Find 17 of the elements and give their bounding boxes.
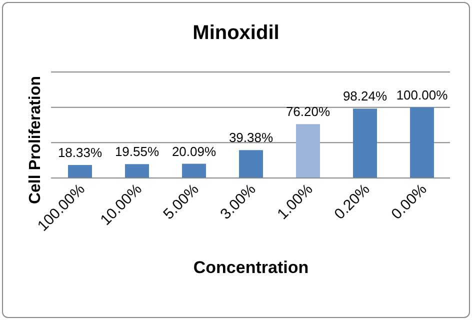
- bar: [182, 164, 206, 178]
- data-label: 98.24%: [342, 88, 388, 104]
- bar: [68, 165, 92, 178]
- bar: [239, 150, 263, 178]
- data-label: 100.00%: [396, 87, 448, 102]
- data-label: 20.09%: [172, 144, 216, 159]
- chart-title: Minoxidil: [192, 22, 280, 45]
- data-label: 39.38%: [228, 130, 274, 146]
- bar: [296, 124, 320, 178]
- data-label: 76.20%: [286, 104, 330, 120]
- bar: [410, 107, 434, 178]
- x-axis-title: Concentration: [192, 258, 310, 278]
- bar: [353, 108, 377, 178]
- data-label: 19.55%: [114, 144, 160, 160]
- y-axis-title: Cell Proliferation: [27, 76, 44, 204]
- data-label: 18.33%: [58, 145, 102, 160]
- bar: [125, 164, 149, 178]
